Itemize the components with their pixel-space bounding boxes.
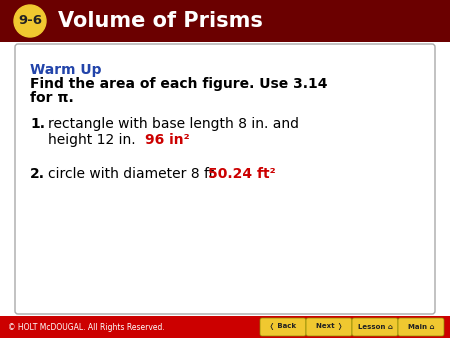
FancyBboxPatch shape: [398, 318, 444, 336]
Text: 50.24 ft²: 50.24 ft²: [208, 167, 275, 181]
Text: 9-6: 9-6: [18, 15, 42, 27]
Text: ❬ Back: ❬ Back: [270, 323, 297, 331]
Text: 2.: 2.: [30, 167, 45, 181]
Text: Lesson ⌂: Lesson ⌂: [358, 324, 392, 330]
Text: height 12 in.: height 12 in.: [48, 133, 135, 147]
Text: Next ❭: Next ❭: [315, 323, 342, 331]
Text: rectangle with base length 8 in. and: rectangle with base length 8 in. and: [48, 117, 299, 131]
FancyBboxPatch shape: [306, 318, 352, 336]
Circle shape: [14, 5, 46, 37]
Text: Warm Up: Warm Up: [30, 63, 102, 77]
FancyBboxPatch shape: [0, 316, 450, 338]
Text: Find the area of each figure. Use 3.14: Find the area of each figure. Use 3.14: [30, 77, 328, 91]
Text: Main ⌂: Main ⌂: [408, 324, 434, 330]
Text: circle with diameter 8 ft: circle with diameter 8 ft: [48, 167, 214, 181]
FancyBboxPatch shape: [0, 0, 450, 42]
Text: Volume of Prisms: Volume of Prisms: [58, 11, 263, 31]
FancyBboxPatch shape: [260, 318, 306, 336]
FancyBboxPatch shape: [15, 44, 435, 314]
FancyBboxPatch shape: [352, 318, 398, 336]
Text: for π.: for π.: [30, 91, 74, 105]
Text: 1.: 1.: [30, 117, 45, 131]
Text: 96 in²: 96 in²: [145, 133, 189, 147]
Text: © HOLT McDOUGAL. All Rights Reserved.: © HOLT McDOUGAL. All Rights Reserved.: [8, 322, 165, 332]
